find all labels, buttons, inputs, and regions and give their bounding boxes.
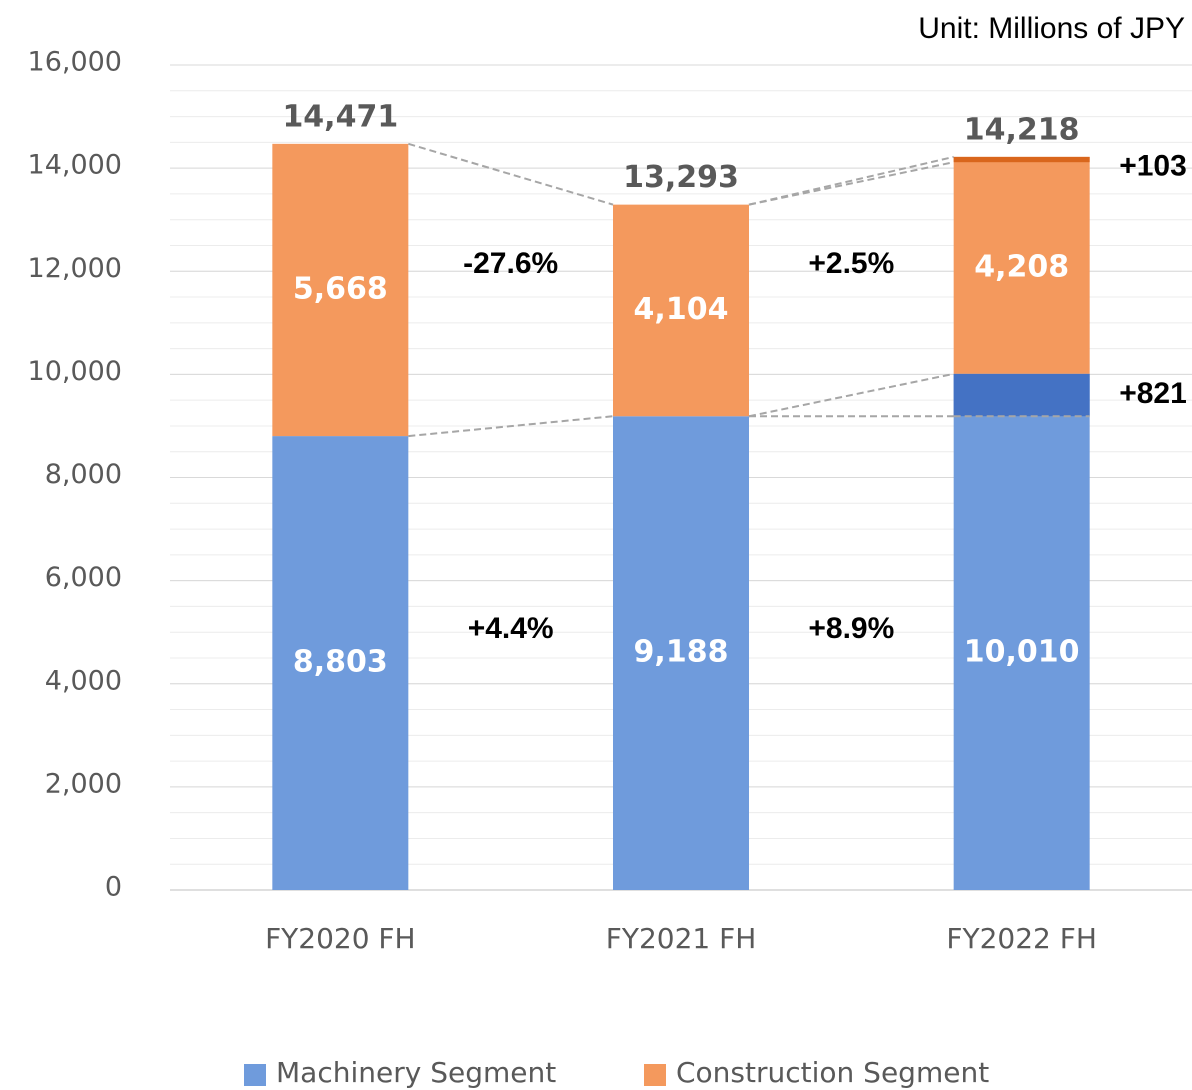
bar-segment <box>272 143 409 437</box>
y-tick-label: 12,000 <box>28 253 122 284</box>
y-tick-label: 14,000 <box>28 150 122 181</box>
connector <box>408 415 614 438</box>
growth-label: +4.4% <box>468 612 554 645</box>
legend-swatch <box>244 1064 266 1086</box>
total-label: 13,293 <box>623 160 739 195</box>
growth-label: -27.6% <box>463 247 558 280</box>
connector <box>748 161 954 206</box>
segment-label: 4,208 <box>974 250 1069 285</box>
bar-segment <box>953 156 1090 374</box>
connector <box>408 142 614 206</box>
legend-swatch <box>644 1064 666 1086</box>
bar-segment <box>272 436 409 890</box>
bar-segment <box>953 373 1090 890</box>
segment-label: 5,668 <box>293 271 388 306</box>
total-label: 14,471 <box>282 99 398 134</box>
legend-label: Machinery Segment <box>276 1056 556 1089</box>
y-tick-label: 6,000 <box>45 562 122 593</box>
bar-segment <box>613 204 749 417</box>
connector <box>748 372 954 418</box>
x-tick-label: FY2020 FH <box>265 922 416 955</box>
x-tick-label: FY2021 FH <box>606 922 757 955</box>
segment-label: 10,010 <box>964 635 1080 670</box>
x-tick-label: FY2022 FH <box>946 922 1097 955</box>
total-label: 14,218 <box>964 112 1080 147</box>
connector <box>748 155 954 206</box>
y-tick-label: 0 <box>105 872 122 903</box>
segment-label: 4,104 <box>634 292 729 327</box>
unit-label: Unit: Millions of JPY <box>918 12 1185 45</box>
y-tick-label: 16,000 <box>28 47 122 78</box>
legend-label: Construction Segment <box>676 1056 989 1089</box>
increment-label: +821 <box>1119 377 1187 410</box>
increment-segment <box>953 373 1090 417</box>
growth-label: +2.5% <box>808 247 894 280</box>
y-tick-label: 8,000 <box>45 459 122 490</box>
y-tick-label: 4,000 <box>45 665 122 696</box>
increment-label: +103 <box>1119 149 1187 182</box>
y-tick-label: 2,000 <box>45 768 122 799</box>
growth-label: +8.9% <box>808 612 894 645</box>
segment-label: 9,188 <box>634 635 729 670</box>
segment-label: 8,803 <box>293 645 388 680</box>
y-tick-label: 10,000 <box>28 356 122 387</box>
bar-segment <box>613 416 749 890</box>
increment-segment <box>953 156 1090 163</box>
